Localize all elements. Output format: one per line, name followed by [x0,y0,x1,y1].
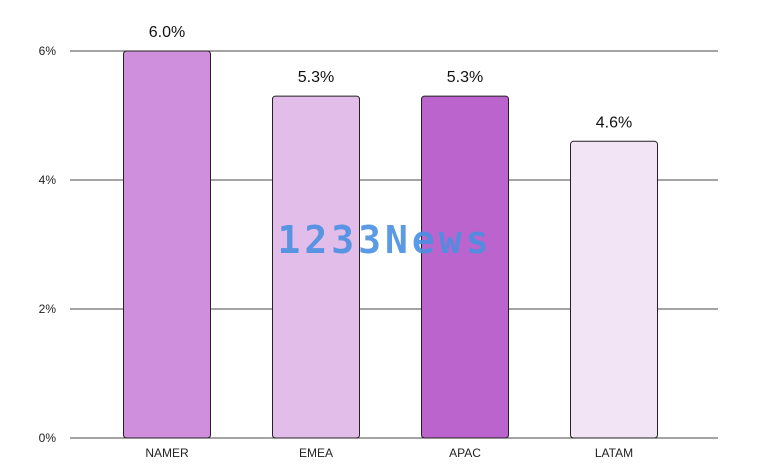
y-tick-label: 2% [39,302,57,316]
bars [123,50,658,439]
bar-namer [123,50,211,439]
x-tick-label: LATAM [595,446,633,460]
data-label: 4.6% [596,114,632,131]
x-axis-ticks: NAMER EMEA APAC LATAM [145,446,633,460]
x-tick-label: NAMER [145,446,189,460]
y-axis-ticks: 0% 2% 4% 6% [39,44,57,445]
bar-apac [421,95,509,439]
data-labels: 6.0% 5.3% 5.3% 4.6% [149,24,632,131]
data-label: 6.0% [149,24,185,41]
x-tick-label: APAC [449,446,481,460]
bar-emea [272,95,360,439]
data-label: 5.3% [298,69,334,86]
y-tick-label: 0% [39,431,57,445]
bar-latam [570,140,658,439]
x-tick-label: EMEA [299,446,333,460]
watermark-logo: 1233News [277,218,492,262]
data-label: 5.3% [447,69,483,86]
y-tick-label: 4% [39,173,57,187]
y-tick-label: 6% [39,44,57,58]
